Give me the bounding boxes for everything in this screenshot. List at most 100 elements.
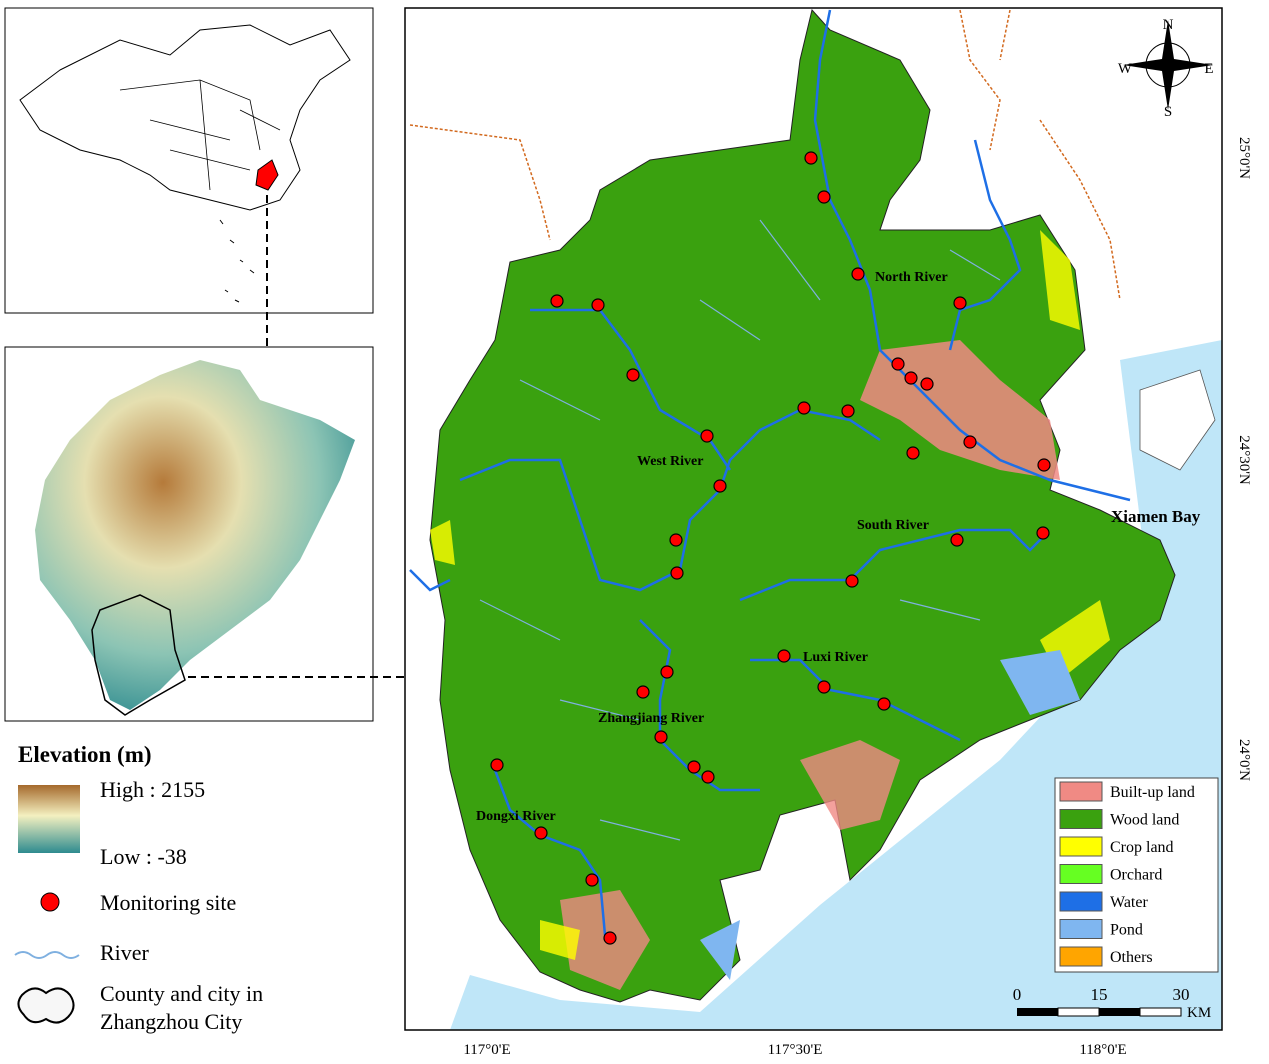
river-label: River	[100, 940, 149, 965]
map-text: North River West River South River Xiame…	[463, 17, 1252, 1058]
monitoring-site	[953, 296, 967, 310]
scale-seg	[1139, 1007, 1182, 1017]
monitoring-site	[841, 404, 855, 418]
monitoring-sites	[490, 151, 1051, 945]
monitoring-site	[636, 685, 650, 699]
landuse-label: Others	[1110, 949, 1153, 966]
province-border	[409, 9, 1121, 301]
monitoring-site	[660, 665, 674, 679]
county-label: County and city in Zhangzhou City	[100, 981, 264, 1034]
site-symbol	[40, 892, 60, 912]
compass-w: W	[1118, 61, 1133, 77]
map-frame	[404, 7, 1223, 1031]
monitoring-site	[845, 574, 859, 588]
monitoring-site	[490, 758, 504, 772]
monitoring-site	[777, 649, 791, 663]
scale-label: 30	[1173, 985, 1190, 1004]
monitoring-site	[585, 873, 599, 887]
landuse-swatch	[1059, 836, 1103, 857]
elevation-title: Elevation (m)	[18, 742, 152, 767]
landuse-label: Orchard	[1110, 867, 1162, 884]
islands	[219, 219, 255, 303]
landuse-swatch	[1059, 864, 1103, 884]
river-label: Luxi River	[803, 650, 868, 665]
landuse-label: Built-up land	[1110, 784, 1195, 801]
monitoring-site	[670, 566, 684, 580]
monitoring-site	[920, 377, 934, 391]
site-label: Monitoring site	[100, 890, 237, 915]
island	[1139, 369, 1216, 471]
landuse-swatch	[1059, 946, 1103, 967]
river-label: West River	[637, 454, 703, 469]
landuse-label: Wood land	[1110, 812, 1179, 829]
monitoring-site	[906, 446, 920, 460]
elevation-high: High : 2155	[100, 777, 206, 802]
zhangzhou-outline	[91, 594, 186, 716]
county-symbol	[17, 987, 75, 1024]
monitoring-site	[851, 267, 865, 281]
river-symbol	[14, 951, 80, 959]
landuse-legend: Built-up land Wood land Crop land Orchard Wa…	[1059, 781, 1195, 967]
monitoring-site	[950, 533, 964, 547]
sea	[450, 340, 1222, 1030]
lat-label: 25°0'N	[1236, 137, 1252, 179]
landuse-label: Pond	[1110, 922, 1143, 939]
fujian-dem	[35, 360, 355, 710]
monitoring-site	[626, 368, 640, 382]
river-label: South River	[857, 518, 929, 533]
monitoring-site	[591, 298, 605, 312]
river-label: Zhangjiang River	[598, 711, 704, 726]
scale-seg	[1099, 1008, 1140, 1016]
monitoring-site	[534, 826, 548, 840]
compass-ring	[1145, 42, 1191, 88]
landuse-swatch	[1059, 919, 1103, 939]
landuse-swatch	[1059, 809, 1103, 829]
monitoring-site	[891, 357, 905, 371]
landuse-label: Crop land	[1110, 839, 1174, 856]
main-map: Built-up land Wood land Crop land Orchard Wa…	[405, 8, 1222, 1030]
monitoring-site	[804, 151, 818, 165]
scale-label: 0	[1013, 985, 1022, 1004]
monitoring-site	[701, 770, 715, 784]
monitoring-site	[817, 190, 831, 204]
fujian-highlight	[255, 159, 279, 191]
monitoring-site	[1037, 458, 1051, 472]
monitoring-site	[713, 479, 727, 493]
monitoring-site	[550, 294, 564, 308]
landuse-label: Water	[1110, 894, 1148, 911]
pond	[700, 650, 1080, 980]
monitoring-site	[669, 533, 683, 547]
river-label: North River	[875, 270, 948, 285]
scale-label: 15	[1091, 985, 1108, 1004]
compass-rose	[1123, 20, 1213, 110]
provinces	[119, 79, 281, 191]
lon-label: 117°0'E	[463, 1042, 510, 1058]
monitoring-site	[797, 401, 811, 415]
monitoring-site	[654, 730, 668, 744]
river-label: Dongxi River	[476, 809, 556, 824]
scale-seg	[1017, 1008, 1058, 1016]
scale-seg	[1057, 1007, 1100, 1017]
landuse-swatch	[1059, 781, 1103, 802]
zhangzhou-land	[429, 8, 1176, 1003]
elevation-low: Low : -38	[100, 844, 187, 869]
bay-label: Xiamen Bay	[1111, 507, 1201, 526]
landuse-swatch	[1059, 891, 1103, 912]
built-up	[800, 740, 900, 830]
tributaries	[479, 219, 1001, 841]
compass-n: N	[1163, 17, 1174, 33]
monitoring-site	[963, 435, 977, 449]
compass-s: S	[1164, 104, 1172, 120]
monitoring-site	[904, 371, 918, 385]
monitoring-site	[877, 697, 891, 711]
lon-label: 118°0'E	[1079, 1042, 1126, 1058]
elevation-ramp	[18, 785, 80, 853]
monitoring-site	[1036, 526, 1050, 540]
monitoring-site	[687, 760, 701, 774]
monitoring-site	[700, 429, 714, 443]
compass-e: E	[1204, 61, 1213, 77]
lat-label: 24°0'N	[1236, 739, 1252, 781]
monitoring-site	[603, 931, 617, 945]
